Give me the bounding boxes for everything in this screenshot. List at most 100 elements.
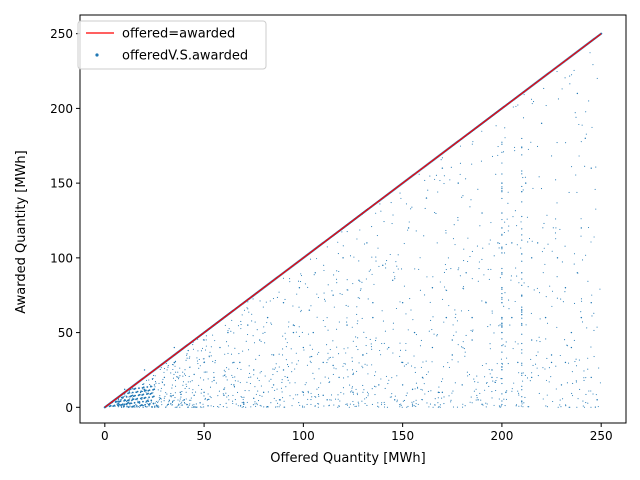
scatter-point: [342, 387, 345, 389]
scatter-point: [218, 406, 220, 408]
scatter-point: [564, 245, 566, 247]
scatter-point: [327, 359, 329, 361]
scatter-point: [227, 345, 229, 347]
scatter-point: [380, 210, 382, 212]
scatter-point: [212, 334, 214, 336]
scatter-point: [414, 388, 416, 390]
scatter-point: [147, 398, 149, 400]
scatter-point: [538, 336, 540, 338]
scatter-point: [373, 283, 375, 285]
scatter-point: [470, 396, 472, 398]
scatter-point: [399, 301, 401, 303]
scatter-point: [278, 399, 281, 401]
scatter-point: [170, 393, 172, 395]
scatter-point: [237, 325, 240, 327]
scatter-point: [332, 294, 334, 296]
scatter-point: [148, 404, 150, 406]
scatter-point: [418, 173, 420, 175]
scatter-point: [521, 185, 523, 188]
scatter-point: [289, 382, 291, 384]
scatter-point: [443, 403, 445, 405]
scatter-point: [228, 399, 230, 401]
scatter-point: [307, 286, 309, 288]
scatter-point: [193, 405, 195, 407]
scatter-point: [498, 247, 500, 249]
scatter-point: [449, 179, 451, 181]
scatter-point: [375, 340, 377, 342]
scatter-point: [357, 337, 359, 339]
scatter-point: [193, 403, 195, 405]
scatter-point: [501, 351, 503, 353]
scatter-point: [452, 324, 454, 326]
scatter-point: [231, 374, 233, 376]
scatter-point: [384, 330, 386, 332]
scatter-point: [243, 396, 245, 398]
scatter-point: [575, 381, 577, 383]
scatter-point: [443, 286, 446, 288]
scatter-point: [411, 401, 413, 403]
scatter-point: [259, 404, 261, 406]
scatter-point: [241, 406, 243, 408]
scatter-point: [521, 342, 523, 345]
scatter-point: [304, 384, 306, 386]
scatter-point: [184, 369, 186, 371]
scatter-point: [255, 358, 257, 360]
scatter-point: [531, 103, 533, 105]
scatter-point: [203, 391, 205, 394]
scatter-point: [480, 399, 482, 401]
scatter-point: [225, 341, 228, 343]
scatter-point: [154, 375, 156, 377]
scatter-point: [560, 384, 563, 386]
scatter-point: [559, 354, 561, 357]
scatter-point: [146, 406, 148, 408]
scatter-point: [400, 197, 402, 199]
scatter-point: [416, 386, 419, 388]
scatter-point: [179, 375, 181, 377]
scatter-point: [252, 298, 254, 300]
scatter-point: [171, 404, 173, 406]
scatter-point: [289, 395, 291, 397]
scatter-point: [188, 404, 190, 406]
scatter-point: [585, 393, 587, 396]
scatter-point: [204, 349, 207, 351]
scatter-point: [501, 162, 503, 164]
scatter-point: [318, 351, 320, 353]
scatter-point: [172, 377, 175, 379]
scatter-point: [241, 314, 243, 316]
scatter-point: [205, 371, 207, 373]
scatter-point: [307, 333, 310, 335]
scatter-point: [501, 400, 503, 402]
scatter-point: [197, 362, 199, 365]
scatter-point: [569, 406, 571, 408]
scatter-point: [173, 362, 175, 364]
scatter-point: [532, 101, 535, 103]
scatter-point: [253, 369, 255, 371]
scatter-point: [509, 324, 511, 326]
scatter-point: [141, 399, 143, 401]
scatter-point: [505, 391, 507, 394]
scatter-point: [521, 154, 523, 156]
scatter-point: [587, 402, 589, 404]
scatter-point: [405, 395, 407, 397]
scatter-point: [127, 402, 129, 404]
scatter-point: [178, 376, 180, 378]
scatter-point: [521, 333, 523, 335]
scatter-point: [234, 399, 236, 401]
scatter-point: [501, 298, 503, 300]
scatter-point: [427, 371, 429, 373]
scatter-point: [518, 394, 520, 396]
scatter-point: [455, 313, 457, 315]
scatter-point: [415, 334, 417, 336]
scatter-point: [346, 403, 348, 405]
scatter-point: [580, 298, 583, 300]
scatter-point: [119, 399, 121, 401]
scatter-point: [313, 274, 315, 276]
scatter-point: [276, 296, 278, 298]
scatter-point: [403, 285, 405, 287]
scatter-point: [502, 344, 504, 346]
scatter-point: [150, 392, 153, 395]
scatter-point: [295, 394, 297, 396]
scatter-point: [552, 400, 554, 403]
scatter-point: [557, 98, 559, 100]
scatter-point: [236, 367, 239, 369]
